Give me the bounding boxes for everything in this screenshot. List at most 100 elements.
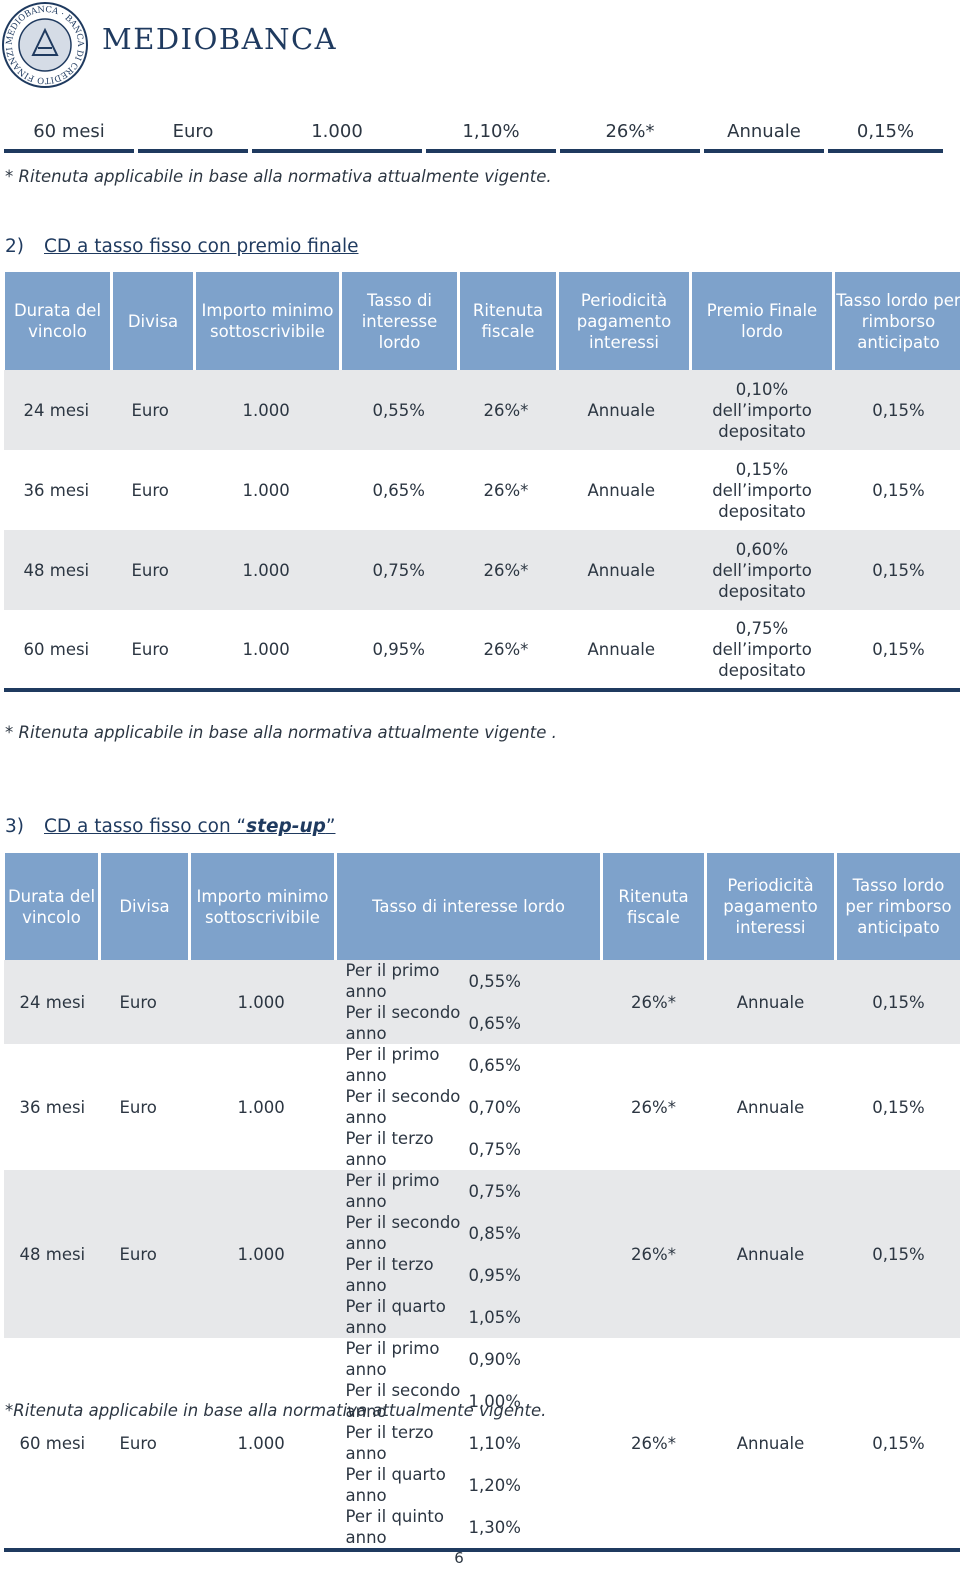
cell: 0,15%	[872, 1433, 925, 1453]
header-cell: Importo minimo sottoscrivibile	[188, 853, 337, 960]
title-em: step-up	[246, 816, 326, 837]
cell: Annuale	[704, 113, 824, 153]
cell: Annuale	[557, 370, 691, 450]
cell: 1,10%	[426, 113, 556, 153]
row: 60 mesi Euro 1.000 0,95% 26%* Annuale 0,75% de…	[3, 610, 960, 690]
section-title: 2) CD a tasso fisso con premio finale	[5, 236, 358, 257]
rate-value: 1,20%	[468, 1475, 521, 1495]
rate-value: 1,00%	[468, 1391, 521, 1411]
row: 36 mesi Euro 1.000 0,65% 26%* Annuale 0,15% de…	[4, 450, 960, 530]
rate-label: Per il primo anno	[335, 1170, 469, 1212]
rate-value: 0,65%	[468, 1002, 602, 1044]
cell: Euro	[138, 113, 248, 153]
row: 60 mesi Euro 1.000 Per il primo anno 0,90% 26…	[4, 1338, 960, 1453]
note: *Ritenuta applicabile in base alla norma…	[5, 1401, 547, 1420]
title-post: ”	[325, 816, 336, 837]
row: 24 mesi Euro 1.000 0,55% 26%* Annuale 0,10% de…	[3, 370, 960, 450]
cell: 26%*	[631, 1097, 676, 1117]
title-pre: CD a tasso fisso con “	[44, 816, 247, 837]
cell: Annuale	[705, 1170, 836, 1338]
cell: 1.000	[252, 113, 422, 153]
cell: Euro	[119, 1097, 157, 1117]
cell: Euro	[131, 480, 169, 500]
rate-value: 1,05%	[468, 1296, 602, 1338]
rate-label: Per il secondo anno	[345, 1087, 461, 1127]
cell: 26%*	[631, 1433, 676, 1453]
rate-value: 1,30%	[468, 1517, 521, 1537]
header-cell: Divisa	[98, 853, 191, 960]
cell: 0,65%	[372, 480, 425, 500]
cell: Annuale	[705, 960, 836, 1044]
table: Durata del vincolo Divisa Importo minimo s…	[2, 272, 960, 692]
row: 48 mesi Euro 1.000 0,75% 26%* Annuale 0,60% de…	[3, 530, 960, 610]
header-cell: Tasso lordo per rimborso anticipato	[832, 272, 960, 370]
cell: Annuale	[587, 639, 656, 659]
cell: 0,15%	[828, 113, 943, 153]
cell: 26%*	[601, 960, 706, 1044]
cell: Euro	[99, 960, 190, 1044]
page-number: 6	[454, 1549, 464, 1567]
row: Per il quinto anno 1,30%	[3, 1506, 960, 1550]
cell: Annuale	[736, 1097, 805, 1117]
row: Per il quarto anno 1,05%	[4, 1296, 960, 1338]
cell: 0,60% dell’importo depositato	[690, 530, 834, 610]
row: Per il terzo anno 0,95%	[4, 1254, 960, 1296]
rate-value: 0,75%	[468, 1170, 602, 1212]
cell: 1.000	[189, 960, 336, 1044]
cell: 60 mesi	[4, 113, 134, 153]
cell: 0,15%	[872, 480, 925, 500]
cell: 0,55%	[340, 370, 459, 450]
header-cell: Ritenuta fiscale	[600, 853, 707, 960]
header-cell: Tasso di interesse lordo	[334, 853, 603, 960]
rate-label: Per il primo anno	[345, 1339, 440, 1379]
cell: 1.000	[242, 480, 290, 500]
rate-value: 0,95%	[468, 1254, 602, 1296]
row: Per il terzo anno 1,10%	[4, 1422, 960, 1464]
cell: Euro	[131, 639, 169, 659]
cell: 26%*	[483, 639, 529, 659]
cell: 36 mesi	[19, 1097, 86, 1117]
rate-label: Per il quinto anno	[345, 1507, 445, 1547]
cell: 60 mesi	[19, 1433, 86, 1453]
header-cell: Periodicità pagamento interessi	[704, 853, 837, 960]
rate-value: 0,85%	[468, 1212, 602, 1254]
row: 36 mesi Euro 1.000 Per il primo anno 0,65% 26…	[4, 1044, 960, 1117]
cell: 26%*	[560, 113, 700, 153]
header-cell: Divisa	[110, 272, 196, 370]
row: Per il secondo anno 0,65%	[4, 1002, 960, 1044]
cell: Euro	[119, 1433, 157, 1453]
rate-label: Per il terzo anno	[345, 1129, 434, 1169]
cell: 1.000	[189, 1170, 336, 1338]
cell: 0,15%	[872, 1097, 925, 1117]
cell: 60 mesi	[23, 639, 90, 659]
cell: 1.000	[242, 639, 290, 659]
note: * Ritenuta applicabile in base alla norm…	[5, 723, 557, 742]
row: 48 mesi Euro 1.000 Per il primo anno 0,75% 26…	[3, 1170, 960, 1338]
header-cell: Premio Finale lordo	[689, 272, 835, 370]
rate-value: 0,55%	[468, 960, 602, 1002]
cell: 48 mesi	[3, 1170, 100, 1338]
cell: 48 mesi	[3, 530, 112, 610]
cell: 1.000	[237, 1433, 285, 1453]
rate-label: Per il quarto anno	[335, 1296, 469, 1338]
row: Per il terzo anno 0,75%	[4, 1128, 960, 1170]
cell: 26%*	[483, 480, 529, 500]
header-cell: Durata del vincolo	[2, 853, 101, 960]
cell: 36 mesi	[23, 480, 90, 500]
rate-label: Per il secondo anno	[335, 1002, 469, 1044]
cell: 0,95%	[372, 639, 425, 659]
table: Durata del vincolo Divisa Importo minimo s…	[2, 853, 960, 1552]
cell: 0,75%	[340, 530, 459, 610]
header-cell: Tasso di interesse lordo	[339, 272, 460, 370]
brand: MEDIOBANCA	[102, 22, 338, 56]
cell: 0,15%	[835, 960, 960, 1044]
cell: Euro	[111, 370, 195, 450]
rate-value: 0,65%	[468, 1055, 521, 1075]
rate-value: 0,75%	[468, 1139, 521, 1159]
row: Per il quarto anno 1,20%	[4, 1464, 960, 1506]
cell: 1.000	[237, 1097, 285, 1117]
header-row: Durata del vincolo Divisa Importo minimo s…	[2, 853, 960, 960]
cell: 26%*	[458, 530, 558, 610]
section-title-text: CD a tasso fisso con premio finale	[44, 236, 359, 257]
